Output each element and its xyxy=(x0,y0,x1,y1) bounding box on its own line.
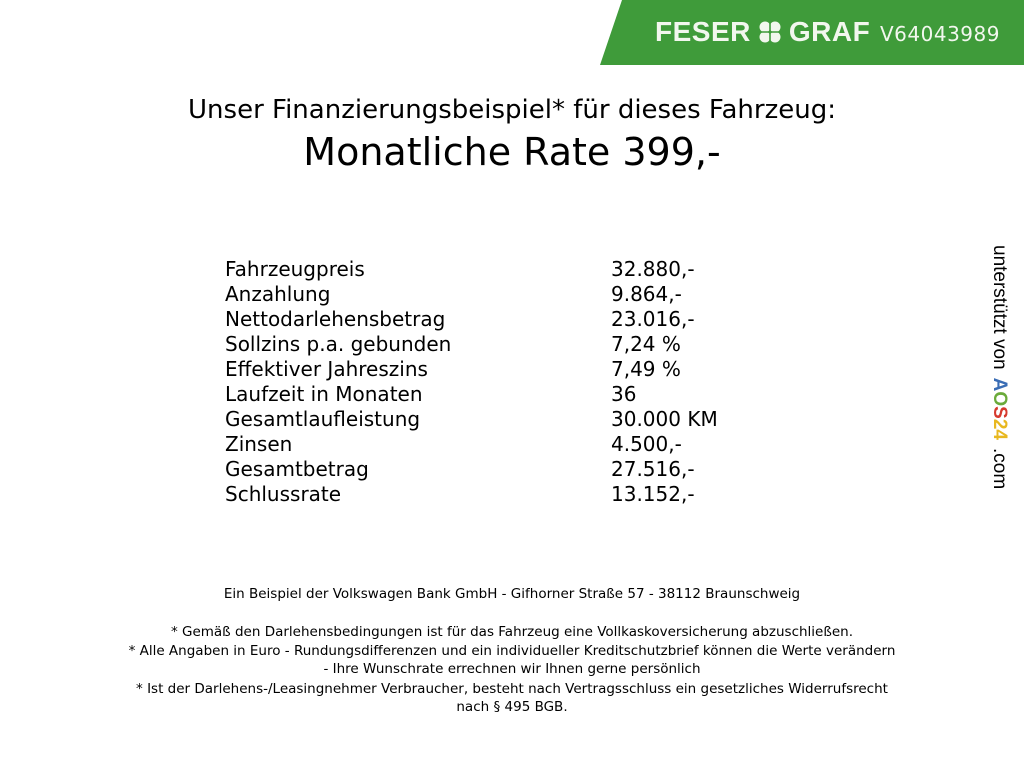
brand-logo: FESER GRAF xyxy=(655,16,870,48)
footer-note-3a: * Ist der Darlehens-/Leasingnehmer Verbr… xyxy=(136,681,888,697)
footer-note-2a: * Alle Angaben in Euro - Rundungsdiffere… xyxy=(128,643,896,659)
table-row: Schlussrate 13.152,- xyxy=(225,482,718,507)
row-label: Fahrzeugpreis xyxy=(225,257,365,281)
table-row: Sollzins p.a. gebunden 7,24 % xyxy=(225,332,718,357)
row-value: 23.016,- xyxy=(611,307,695,331)
supported-by: unterstützt von AOS24 .com xyxy=(988,245,1010,489)
table-row: Anzahlung 9.864,- xyxy=(225,282,718,307)
row-label: Sollzins p.a. gebunden xyxy=(225,332,452,356)
row-value: 32.880,- xyxy=(611,257,695,281)
row-value: 4.500,- xyxy=(611,432,682,456)
row-value: 7,24 % xyxy=(611,332,681,356)
monthly-rate: Monatliche Rate 399,- xyxy=(303,130,721,174)
row-value: 36 xyxy=(611,382,637,406)
header-banner xyxy=(600,0,1024,65)
row-value: 30.000 KM xyxy=(611,407,718,431)
table-row: Nettodarlehensbetrag 23.016,- xyxy=(225,307,718,332)
row-label: Laufzeit in Monaten xyxy=(225,382,423,406)
footer-note-2b: - Ihre Wunschrate errechnen wir Ihnen ge… xyxy=(323,661,701,677)
footer-note-3b: nach § 495 BGB. xyxy=(456,699,568,715)
table-row: Gesamtlaufleistung 30.000 KM xyxy=(225,407,718,432)
row-label: Effektiver Jahreszins xyxy=(225,357,428,381)
aos24-logo: AOS24 xyxy=(989,377,1010,440)
table-row: Gesamtbetrag 27.516,- xyxy=(225,457,718,482)
table-row: Laufzeit in Monaten 36 xyxy=(225,382,718,407)
footer-note-1: * Gemäß den Darlehensbedingungen ist für… xyxy=(170,624,854,640)
page-title: Unser Finanzierungsbeispiel* für dieses … xyxy=(188,95,836,125)
row-label: Gesamtbetrag xyxy=(225,457,369,481)
row-label: Gesamtlaufleistung xyxy=(225,407,421,431)
row-label: Nettodarlehensbetrag xyxy=(225,307,446,331)
table-row: Zinsen 4.500,- xyxy=(225,432,718,457)
row-label: Zinsen xyxy=(225,432,293,456)
table-row: Effektiver Jahreszins 7,49 % xyxy=(225,357,718,382)
supported-by-text: unterstützt von xyxy=(989,245,1010,370)
brand-name-right: GRAF xyxy=(788,16,871,47)
row-value: 9.864,- xyxy=(611,282,682,306)
row-value: 13.152,- xyxy=(611,482,695,506)
clover-icon xyxy=(759,21,781,43)
footer-bank: Ein Beispiel der Volkswagen Bank GmbH - … xyxy=(223,586,801,602)
row-label: Schlussrate xyxy=(225,482,342,506)
row-label: Anzahlung xyxy=(225,282,331,306)
row-value: 7,49 % xyxy=(611,357,681,381)
brand-name-left: FESER xyxy=(655,16,751,47)
domain-suffix: .com xyxy=(989,447,1010,490)
row-value: 27.516,- xyxy=(611,457,695,481)
vehicle-id: V64043989 xyxy=(880,22,1000,46)
table-row: Fahrzeugpreis 32.880,- xyxy=(225,257,718,282)
finance-table: Fahrzeugpreis 32.880,- Anzahlung 9.864,- Net… xyxy=(225,257,718,507)
